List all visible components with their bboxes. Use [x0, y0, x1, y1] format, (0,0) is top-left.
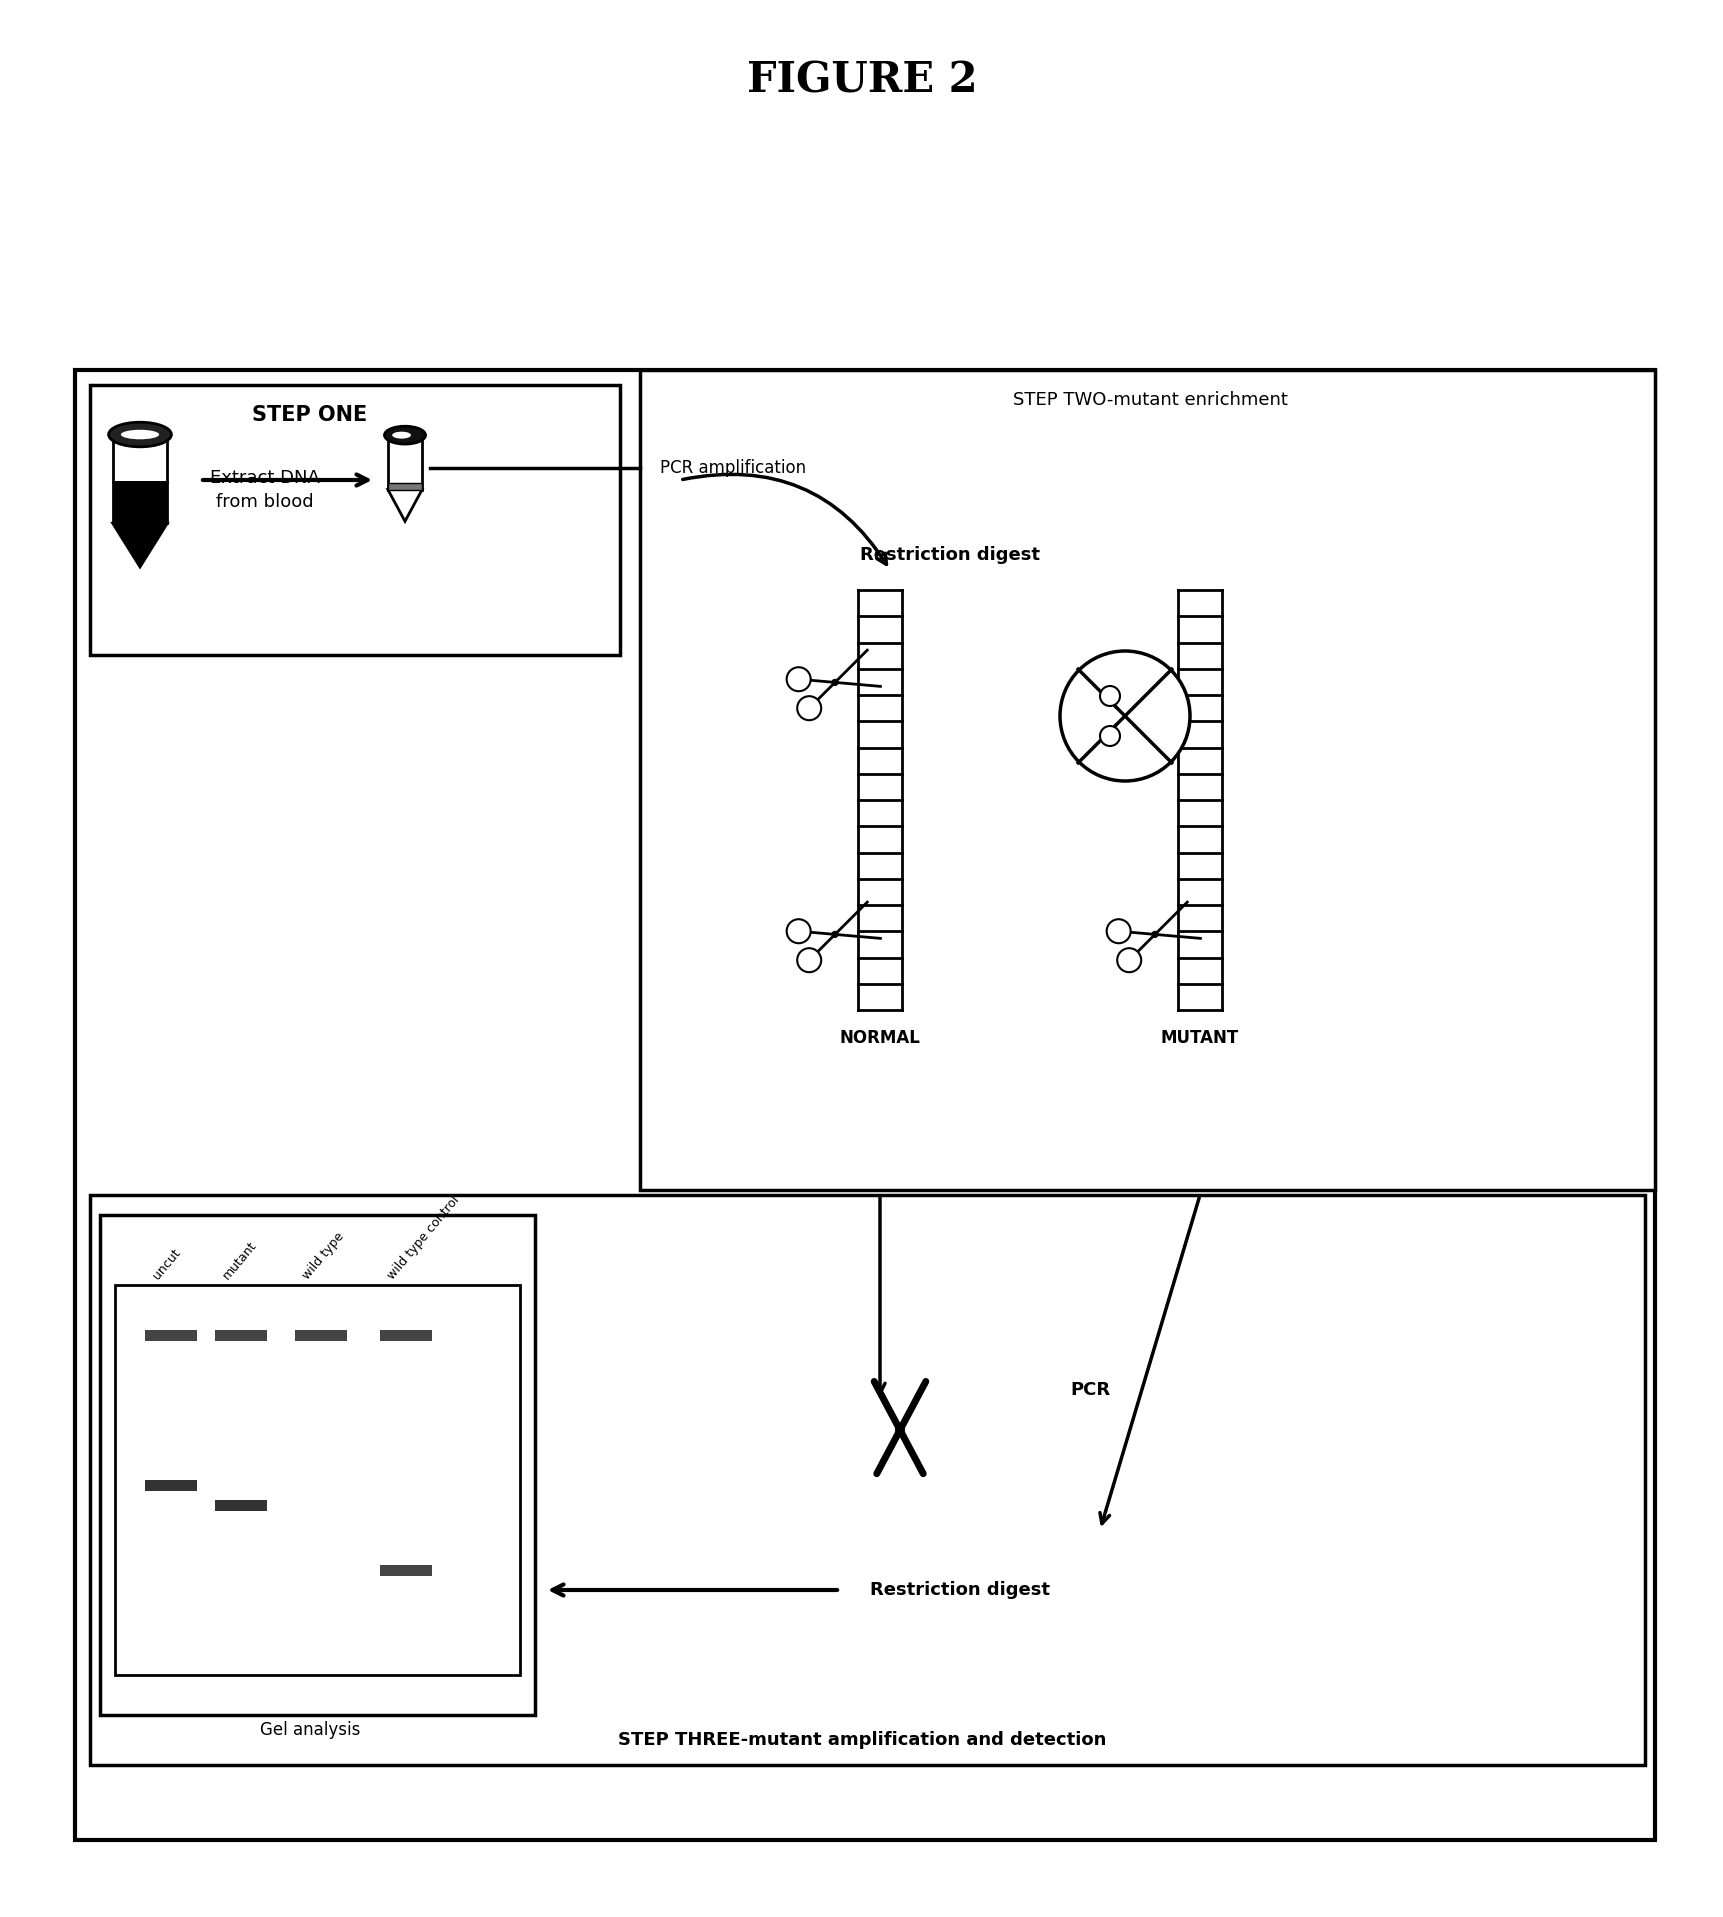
Text: NORMAL: NORMAL	[839, 1029, 920, 1047]
Bar	[215, 1330, 267, 1342]
Bar	[90, 385, 620, 656]
Bar	[295, 1330, 346, 1342]
Text: STEP THREE-mutant amplification and detection: STEP THREE-mutant amplification and dete…	[619, 1731, 1106, 1748]
Ellipse shape	[393, 431, 412, 439]
Text: FIGURE 2: FIGURE 2	[746, 59, 977, 102]
Bar	[115, 1284, 520, 1675]
Circle shape	[1099, 686, 1120, 705]
Bar	[112, 483, 167, 523]
Circle shape	[832, 932, 839, 937]
Text: STEP TWO-mutant enrichment: STEP TWO-mutant enrichment	[1013, 391, 1287, 408]
Circle shape	[1117, 949, 1141, 972]
Circle shape	[1099, 727, 1120, 746]
Circle shape	[787, 667, 810, 692]
Text: PCR amplification: PCR amplification	[660, 458, 806, 477]
Text: Gel analysis: Gel analysis	[260, 1721, 360, 1739]
Circle shape	[1151, 932, 1158, 937]
Text: Restriction digest: Restriction digest	[860, 546, 1041, 564]
Text: wild type control: wild type control	[384, 1194, 462, 1282]
Bar	[100, 1215, 536, 1716]
Bar	[381, 1564, 432, 1576]
Text: STEP ONE: STEP ONE	[252, 404, 367, 426]
Circle shape	[894, 1424, 905, 1436]
Bar	[381, 1330, 432, 1342]
Text: Extract DNA
from blood: Extract DNA from blood	[210, 470, 320, 510]
Circle shape	[798, 696, 822, 721]
Circle shape	[787, 920, 810, 943]
Text: mutant: mutant	[221, 1238, 258, 1282]
Text: wild type: wild type	[300, 1231, 346, 1282]
Ellipse shape	[121, 429, 159, 439]
Bar	[90, 1194, 1645, 1766]
Polygon shape	[112, 523, 167, 567]
Text: Restriction digest: Restriction digest	[870, 1582, 1049, 1599]
Bar	[112, 435, 167, 483]
Ellipse shape	[384, 426, 426, 445]
Text: MUTANT: MUTANT	[1161, 1029, 1239, 1047]
Polygon shape	[388, 489, 422, 521]
Circle shape	[1060, 652, 1191, 780]
Bar	[145, 1330, 196, 1342]
Circle shape	[832, 679, 839, 686]
Ellipse shape	[109, 422, 171, 447]
Text: uncut: uncut	[150, 1246, 183, 1282]
Text: PCR: PCR	[1070, 1380, 1110, 1399]
Bar	[639, 370, 1656, 1190]
Bar	[215, 1499, 267, 1511]
Bar	[145, 1480, 196, 1491]
Circle shape	[798, 949, 822, 972]
Bar	[388, 435, 422, 489]
Bar	[76, 370, 1656, 1840]
Circle shape	[1106, 920, 1130, 943]
Bar	[388, 483, 422, 489]
